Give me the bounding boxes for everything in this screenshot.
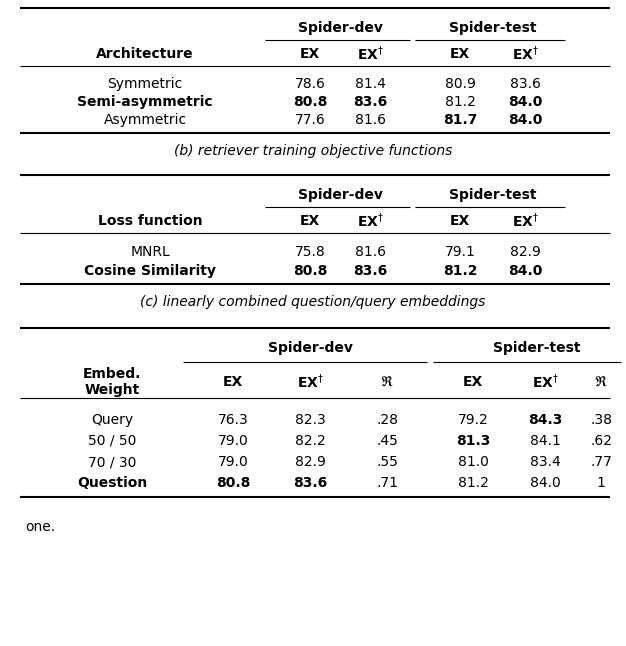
Text: 81.0: 81.0 <box>458 455 488 469</box>
Text: EX: EX <box>300 214 320 228</box>
Text: 80.8: 80.8 <box>216 476 250 490</box>
Text: 83.6: 83.6 <box>353 95 387 109</box>
Text: Spider-test: Spider-test <box>493 341 581 355</box>
Text: .55: .55 <box>376 455 398 469</box>
Text: 83.6: 83.6 <box>353 264 387 278</box>
Text: .77: .77 <box>590 455 612 469</box>
Text: Cosine Similarity: Cosine Similarity <box>84 264 216 278</box>
Text: 81.6: 81.6 <box>354 113 386 127</box>
Text: one.: one. <box>25 520 55 534</box>
Text: 77.6: 77.6 <box>295 113 326 127</box>
Text: Symmetric: Symmetric <box>108 77 183 91</box>
Text: 81.2: 81.2 <box>444 95 475 109</box>
Text: 84.0: 84.0 <box>508 95 542 109</box>
Text: EX: EX <box>450 214 470 228</box>
Text: Asymmetric: Asymmetric <box>103 113 187 127</box>
Text: (c) linearly combined question/query embeddings: (c) linearly combined question/query emb… <box>140 295 486 309</box>
Text: 84.3: 84.3 <box>528 413 562 427</box>
Text: EX: EX <box>223 375 243 389</box>
Text: $\mathfrak{R}$: $\mathfrak{R}$ <box>380 375 394 389</box>
Text: EX$^{\dagger}$: EX$^{\dagger}$ <box>511 212 538 231</box>
Text: .45: .45 <box>376 434 398 448</box>
Text: 76.3: 76.3 <box>218 413 249 427</box>
Text: 84.0: 84.0 <box>530 476 560 490</box>
Text: EX$^{\dagger}$: EX$^{\dagger}$ <box>357 212 384 231</box>
Text: Query: Query <box>91 413 133 427</box>
Text: 50 / 50: 50 / 50 <box>88 434 136 448</box>
Text: 81.2: 81.2 <box>458 476 488 490</box>
Text: Spider-dev: Spider-dev <box>297 21 382 35</box>
Text: 82.2: 82.2 <box>295 434 326 448</box>
Text: $\mathfrak{R}$: $\mathfrak{R}$ <box>594 375 608 389</box>
Text: EX: EX <box>450 47 470 61</box>
Text: 79.1: 79.1 <box>444 245 475 259</box>
Text: 82.3: 82.3 <box>295 413 326 427</box>
Text: 81.7: 81.7 <box>443 113 477 127</box>
Text: Embed.: Embed. <box>83 367 141 381</box>
Text: 79.0: 79.0 <box>218 434 249 448</box>
Text: Loss function: Loss function <box>98 214 202 228</box>
Text: 82.9: 82.9 <box>295 455 326 469</box>
Text: EX: EX <box>300 47 320 61</box>
Text: Question: Question <box>77 476 147 490</box>
Text: 84.1: 84.1 <box>530 434 560 448</box>
Text: EX$^{\dagger}$: EX$^{\dagger}$ <box>511 45 538 63</box>
Text: 83.6: 83.6 <box>293 476 327 490</box>
Text: 78.6: 78.6 <box>295 77 326 91</box>
Text: EX$^{\dagger}$: EX$^{\dagger}$ <box>357 45 384 63</box>
Text: Architecture: Architecture <box>96 47 194 61</box>
Text: 81.4: 81.4 <box>354 77 386 91</box>
Text: 81.3: 81.3 <box>456 434 490 448</box>
Text: 84.0: 84.0 <box>508 264 542 278</box>
Text: Semi-asymmetric: Semi-asymmetric <box>77 95 213 109</box>
Text: Spider-dev: Spider-dev <box>267 341 352 355</box>
Text: 80.9: 80.9 <box>444 77 475 91</box>
Text: .38: .38 <box>590 413 612 427</box>
Text: 82.9: 82.9 <box>510 245 540 259</box>
Text: 79.0: 79.0 <box>218 455 249 469</box>
Text: 80.8: 80.8 <box>293 95 327 109</box>
Text: Spider-dev: Spider-dev <box>297 188 382 202</box>
Text: (b) retriever training objective functions: (b) retriever training objective functio… <box>174 144 452 158</box>
Text: EX$^{\dagger}$: EX$^{\dagger}$ <box>297 373 324 391</box>
Text: .62: .62 <box>590 434 612 448</box>
Text: MNRL: MNRL <box>130 245 170 259</box>
Text: 75.8: 75.8 <box>295 245 326 259</box>
Text: Weight: Weight <box>85 383 140 397</box>
Text: 81.2: 81.2 <box>443 264 477 278</box>
Text: .28: .28 <box>376 413 398 427</box>
Text: 81.6: 81.6 <box>354 245 386 259</box>
Text: EX: EX <box>463 375 483 389</box>
Text: 83.6: 83.6 <box>510 77 540 91</box>
Text: EX$^{\dagger}$: EX$^{\dagger}$ <box>531 373 558 391</box>
Text: 1: 1 <box>597 476 605 490</box>
Text: 83.4: 83.4 <box>530 455 560 469</box>
Text: 70 / 30: 70 / 30 <box>88 455 136 469</box>
Text: Spider-test: Spider-test <box>449 21 536 35</box>
Text: 79.2: 79.2 <box>458 413 488 427</box>
Text: Spider-test: Spider-test <box>449 188 536 202</box>
Text: 84.0: 84.0 <box>508 113 542 127</box>
Text: .71: .71 <box>376 476 398 490</box>
Text: 80.8: 80.8 <box>293 264 327 278</box>
